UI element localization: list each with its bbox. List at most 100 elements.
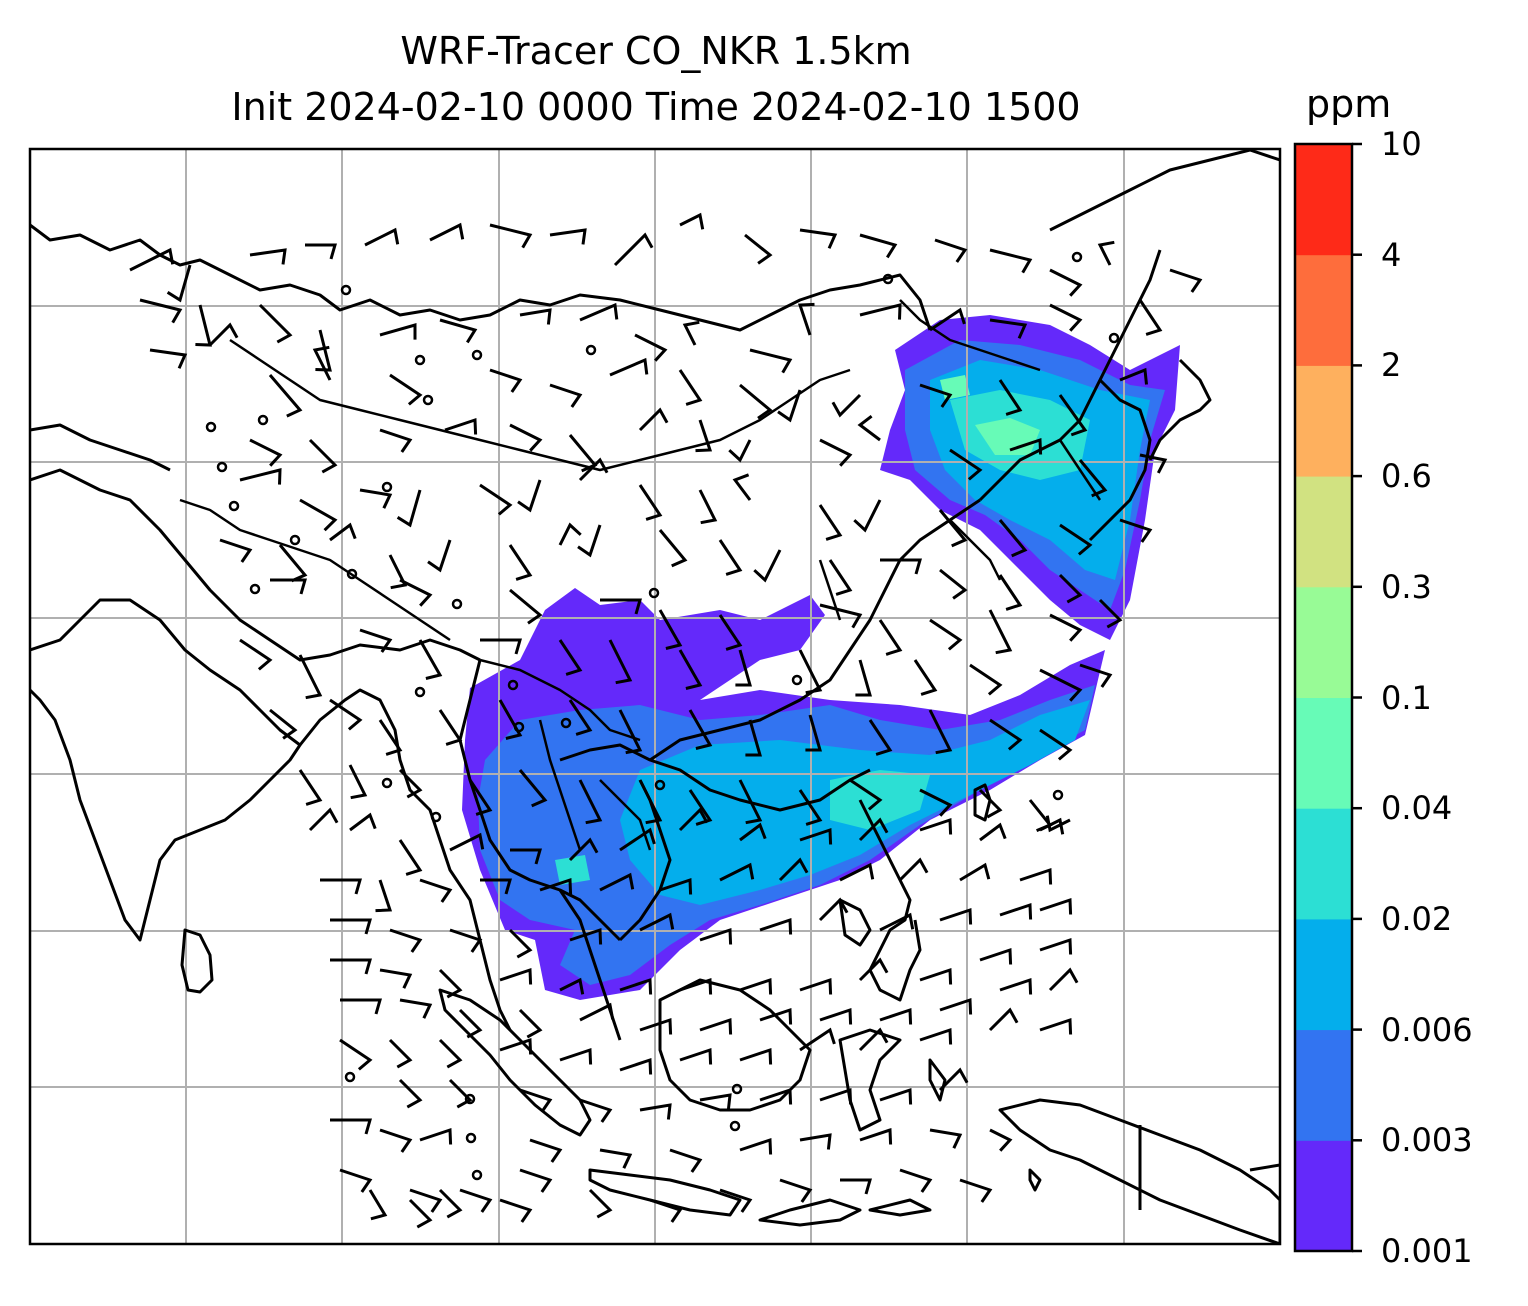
wind-barb (388, 554, 408, 590)
wind-barb (919, 817, 953, 835)
wind-barb (438, 709, 463, 746)
wind-barb (510, 848, 542, 865)
wind-barb (340, 998, 382, 1015)
wind-barb (1058, 573, 1083, 604)
wind-barb (799, 977, 833, 995)
wind-barb (898, 857, 929, 882)
wind-barb (298, 769, 323, 806)
wind-barb (468, 779, 493, 816)
wind-barb (1079, 663, 1113, 688)
wind-barb (330, 958, 372, 975)
wind-barb (489, 223, 533, 249)
wind-barb (208, 322, 239, 347)
wind-barb (688, 709, 713, 750)
wind-barb (339, 1038, 373, 1071)
wind-barb (359, 488, 393, 509)
wind-barb (929, 1128, 963, 1149)
wind-barb (599, 872, 635, 892)
wind-barb (999, 902, 1033, 920)
colorbar-segment (1295, 144, 1352, 256)
wind-barb (438, 1038, 463, 1069)
wind-barb (939, 907, 973, 925)
wind-barb (298, 654, 323, 700)
wind-barb (389, 928, 423, 953)
colorbar-tick-label: 0.6 (1381, 457, 1432, 496)
wind-barb (868, 719, 893, 756)
wind-barb (745, 719, 762, 757)
wind-barb (419, 878, 453, 903)
wind-barb (678, 649, 703, 690)
wind-barb (799, 1027, 836, 1052)
wind-barb (879, 1007, 913, 1025)
coastlines (30, 149, 1280, 1244)
wind-barb (999, 977, 1033, 995)
wind-barb (559, 977, 585, 995)
wind-barb (989, 318, 1028, 339)
colorbar-tick-label: 0.02 (1381, 899, 1453, 938)
wind-barb (1119, 518, 1153, 543)
wind-barb (658, 529, 688, 568)
wind-barb (1049, 268, 1083, 297)
wind-barb (379, 968, 413, 989)
wind-barb (988, 609, 1013, 655)
wind-barbs (129, 212, 1203, 1229)
colorbar-segment (1295, 476, 1352, 588)
wind-barb (749, 348, 793, 374)
wind-barb (1169, 268, 1203, 293)
wind-barb (388, 1038, 413, 1069)
wind-barb (375, 879, 393, 913)
wind-barb (699, 927, 733, 945)
wind-barb (599, 1148, 633, 1169)
wind-barb (1045, 815, 1071, 833)
wind-barb (998, 379, 1023, 416)
wind-barb (805, 714, 822, 752)
wind-barb (479, 483, 513, 516)
wind-barb (195, 304, 212, 347)
wind-barb (855, 659, 872, 697)
wind-barb (719, 862, 755, 882)
wind-barb (379, 428, 413, 453)
wind-barb (739, 977, 773, 995)
calm-wind-markers (205, 251, 1120, 1181)
wind-barb (979, 947, 1013, 965)
wind-barb (649, 1198, 683, 1223)
colorbar-unit-label: ppm (1306, 82, 1392, 126)
wind-barb (444, 417, 478, 435)
wind-barb (579, 1002, 615, 1022)
wind-barb (1139, 453, 1168, 474)
wind-barb (396, 489, 422, 528)
wind-barb (699, 1093, 732, 1110)
wind-barb (798, 789, 823, 826)
wind-barb (129, 247, 175, 272)
wind-barb (330, 1118, 372, 1135)
country-borders (179, 299, 1102, 851)
wind-barb (988, 1007, 1019, 1032)
wind-barb (858, 1027, 889, 1052)
wind-barb (638, 779, 663, 825)
wind-barb (518, 769, 548, 808)
wind-barb (639, 912, 675, 932)
wind-barb (368, 1189, 388, 1221)
wind-barb (312, 345, 332, 381)
wind-barb (859, 303, 902, 320)
wind-barb (449, 832, 485, 852)
wind-barb (818, 897, 849, 922)
wind-barb (578, 779, 603, 825)
wind-barb (458, 1008, 483, 1039)
wind-barb (799, 228, 838, 249)
wind-barb (919, 788, 953, 817)
wind-barb (828, 559, 853, 596)
map-title-line2: Init 2024-02-10 0000 Time 2024-02-10 150… (231, 85, 1081, 129)
wind-barb (738, 779, 763, 825)
wind-barb (519, 308, 552, 325)
wind-barb (939, 568, 968, 600)
wind-barb (753, 549, 782, 583)
wind-barb (853, 499, 882, 533)
wind-barb (588, 1188, 613, 1219)
wind-barb (299, 498, 338, 532)
wind-barb (718, 614, 743, 651)
wind-barb (600, 598, 642, 615)
wind-barb (879, 912, 915, 932)
wind-barb (249, 248, 287, 265)
